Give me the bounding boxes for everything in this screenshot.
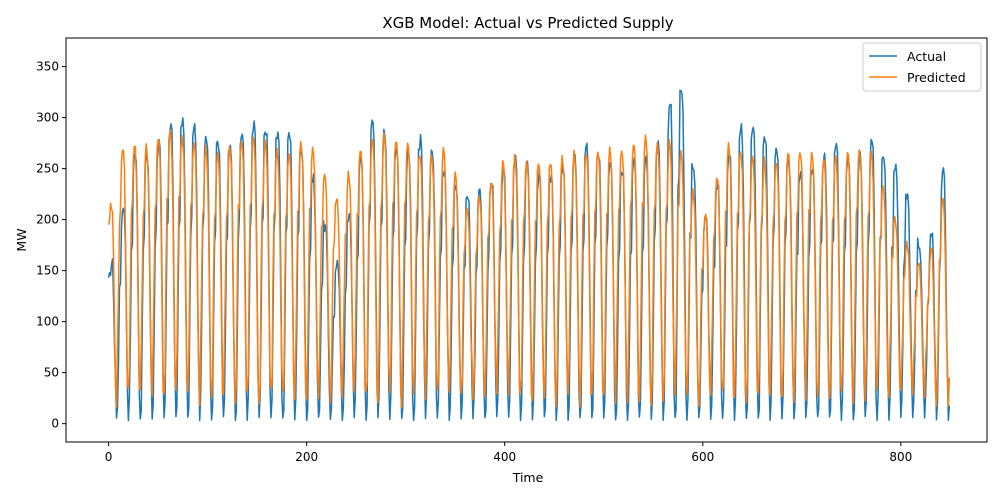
- y-axis: 0 50 100 150 200 250 300 350: [36, 60, 66, 431]
- x-axis: 0 200 400 600 800: [105, 442, 912, 464]
- y-tick-label: 250: [36, 162, 59, 176]
- y-tick-label: 300: [36, 111, 59, 125]
- x-axis-label: Time: [512, 470, 544, 485]
- plot-area: [65, 37, 988, 443]
- x-tick-label: 0: [105, 450, 113, 464]
- y-tick-label: 200: [36, 213, 59, 227]
- axes-frame: [65, 37, 988, 443]
- x-tick-label: 800: [889, 450, 912, 464]
- y-tick-label: 350: [36, 60, 59, 74]
- series-layer: [107, 89, 951, 422]
- y-tick-label: 0: [51, 417, 59, 431]
- legend-label-predicted: Predicted: [907, 70, 966, 85]
- y-tick-label: 150: [36, 264, 59, 278]
- legend-box: [862, 42, 982, 92]
- legend-label-actual: Actual: [907, 49, 946, 64]
- x-tick-label: 600: [691, 450, 714, 464]
- legend: Actual Predicted: [862, 42, 982, 92]
- series-line-predicted: [107, 129, 951, 409]
- y-tick-label: 100: [36, 315, 59, 329]
- y-tick-label: 50: [44, 366, 59, 380]
- y-axis-label: MW: [14, 228, 29, 251]
- chart-title: XGB Model: Actual vs Predicted Supply: [382, 14, 673, 32]
- x-tick-label: 400: [493, 450, 516, 464]
- x-tick-label: 200: [295, 450, 318, 464]
